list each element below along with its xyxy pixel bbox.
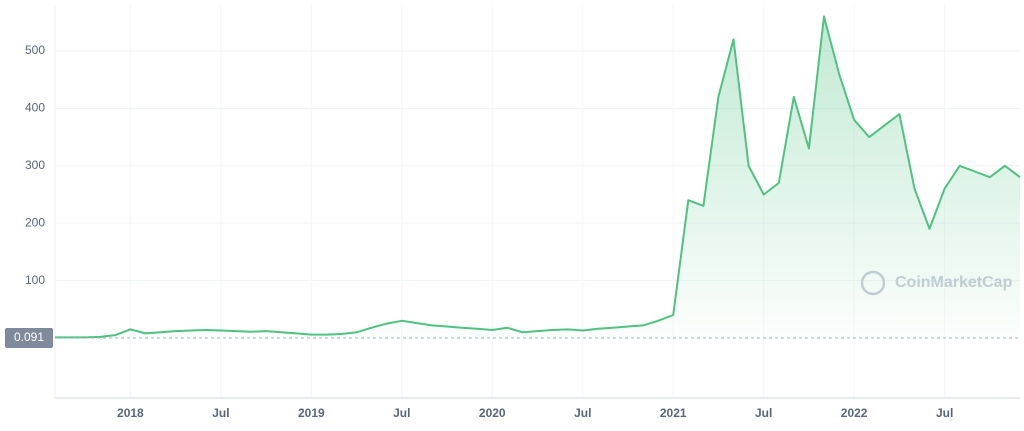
x-tick-label: Jul [212, 406, 229, 420]
price-marker-box [5, 327, 53, 348]
y-tick-label: 100 [25, 273, 45, 287]
y-tick-label: 300 [25, 158, 45, 172]
x-tick-label: 2021 [660, 406, 687, 420]
area-fill [55, 16, 1020, 338]
price-line [55, 15, 1021, 339]
y-tick-label: 200 [25, 215, 45, 229]
x-tick-label: Jul [755, 406, 772, 420]
price-marker-label: 0.091 [14, 330, 44, 344]
x-tick-label: 2022 [841, 406, 868, 420]
x-tick-label: 2019 [298, 406, 325, 420]
x-tick-label: 2020 [479, 406, 506, 420]
x-tick-label: Jul [574, 406, 591, 420]
y-tick-label: 500 [25, 43, 45, 57]
x-tick-label: Jul [393, 406, 410, 420]
y-tick-label: 400 [25, 101, 45, 115]
x-tick-label: 2018 [117, 406, 144, 420]
x-tick-label: Jul [936, 406, 953, 420]
